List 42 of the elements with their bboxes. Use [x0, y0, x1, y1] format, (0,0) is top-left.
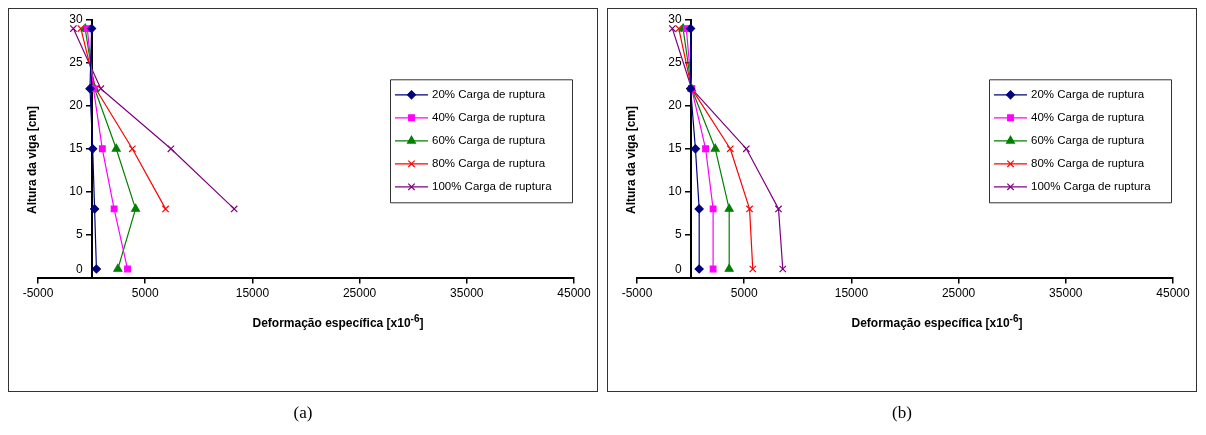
y-tick-label: 30	[668, 12, 682, 27]
y-tick-label: 20	[69, 98, 83, 113]
legend-label: 40% Carga de ruptura	[1031, 110, 1145, 123]
x-axis-title: Deformação específica [x10$^{-6}$]	[251, 313, 425, 330]
legend-label: 100% Carga de ruptura	[1031, 179, 1152, 192]
y-tick-label: 15	[668, 141, 682, 156]
x-tick-label: 25000	[941, 286, 976, 301]
x-axis-title: Deformação específica [x10$^{-6}$]	[850, 313, 1024, 330]
text: (a)	[292, 403, 314, 423]
legend-label: 20% Carga de ruptura	[1031, 87, 1145, 100]
y-tick-label: 5	[75, 226, 83, 241]
y-tick-label: 25	[668, 55, 682, 70]
legend-label: 60% Carga de ruptura	[432, 133, 546, 146]
legend-label: 40% Carga de ruptura	[432, 110, 546, 123]
y-tick-label: 5	[674, 226, 682, 241]
x-tick-label: 15000	[834, 286, 869, 301]
x-tick-label: 35000	[1049, 286, 1083, 301]
x-tick-label: 15000	[235, 286, 270, 301]
legend-label: 80% Carga de ruptura	[432, 156, 546, 169]
y-tick-label: 10	[668, 184, 682, 199]
y-tick-label: 20	[668, 98, 682, 113]
y-axis-title: Altura da viga [cm]	[624, 105, 638, 215]
x-tick-label: 35000	[450, 286, 484, 301]
x-tick-label: -5000	[621, 286, 653, 301]
x-tick-label: 5000	[131, 286, 159, 301]
x-tick-label: 25000	[342, 286, 377, 301]
y-tick-label: 15	[69, 141, 83, 156]
text: (b)	[891, 403, 913, 423]
legend-label: 100% Carga de ruptura	[432, 179, 553, 192]
x-tick-label: 45000	[1156, 286, 1191, 301]
legend-label: 80% Carga de ruptura	[1031, 156, 1145, 169]
y-tick-label: 0	[674, 261, 682, 276]
y-tick-label: 30	[69, 12, 83, 27]
x-tick-label: 45000	[557, 286, 592, 301]
legend-label: 60% Carga de ruptura	[1031, 133, 1145, 146]
y-axis-title: Altura da viga [cm]	[25, 105, 39, 215]
y-tick-label: 25	[69, 55, 83, 70]
legend-label: 20% Carga de ruptura	[432, 87, 546, 100]
y-tick-label: 10	[69, 184, 83, 199]
x-tick-label: -5000	[22, 286, 54, 301]
y-tick-label: 0	[75, 261, 83, 276]
x-tick-label: 5000	[730, 286, 758, 301]
